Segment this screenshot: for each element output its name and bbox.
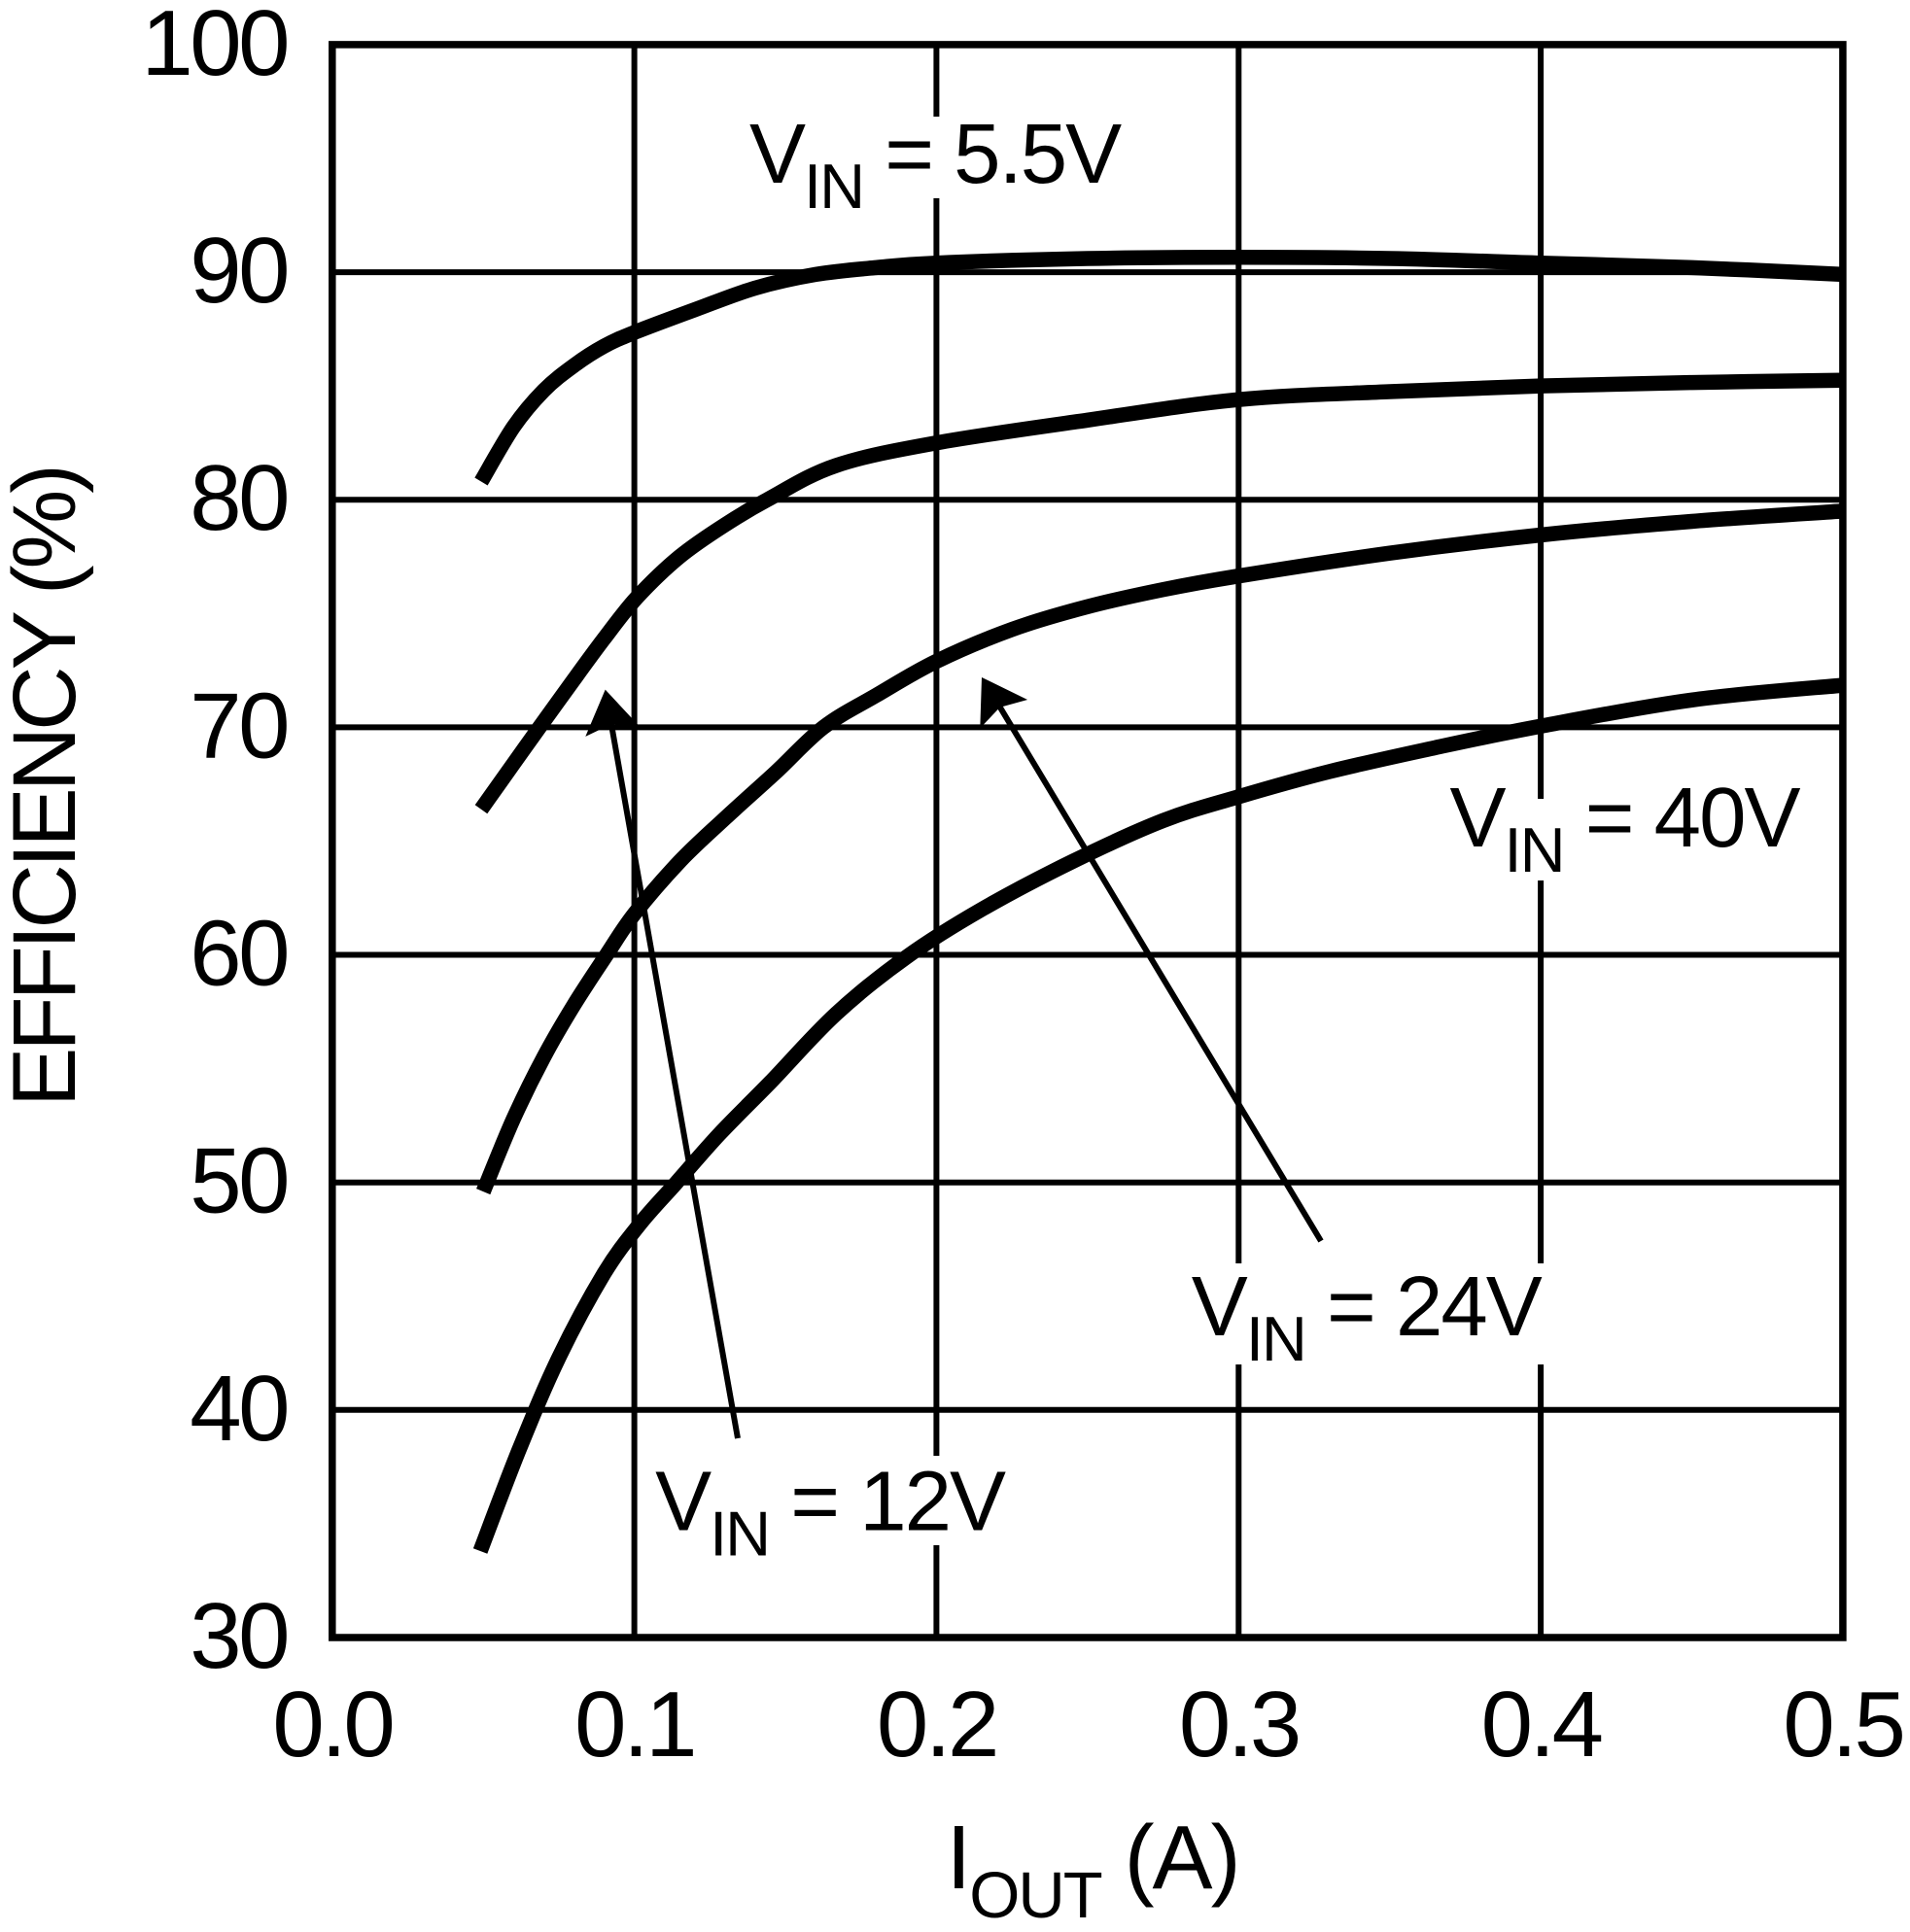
svg-text:50: 50 (190, 1129, 287, 1233)
svg-text:90: 90 (190, 219, 287, 323)
svg-text:0.0: 0.0 (272, 1673, 392, 1777)
svg-text:100: 100 (141, 0, 287, 95)
svg-text:80: 80 (190, 446, 287, 550)
svg-text:40: 40 (190, 1357, 287, 1461)
svg-text:70: 70 (190, 673, 287, 777)
svg-text:30: 30 (190, 1584, 287, 1688)
svg-text:0.5: 0.5 (1783, 1673, 1902, 1777)
svg-text:EFFICIENCY (%): EFFICIENCY (%) (0, 467, 94, 1107)
svg-text:0.3: 0.3 (1179, 1673, 1299, 1777)
svg-text:0.4: 0.4 (1481, 1673, 1602, 1777)
svg-text:0.1: 0.1 (574, 1673, 694, 1777)
svg-text:60: 60 (190, 902, 287, 1006)
svg-text:0.2: 0.2 (877, 1673, 996, 1777)
